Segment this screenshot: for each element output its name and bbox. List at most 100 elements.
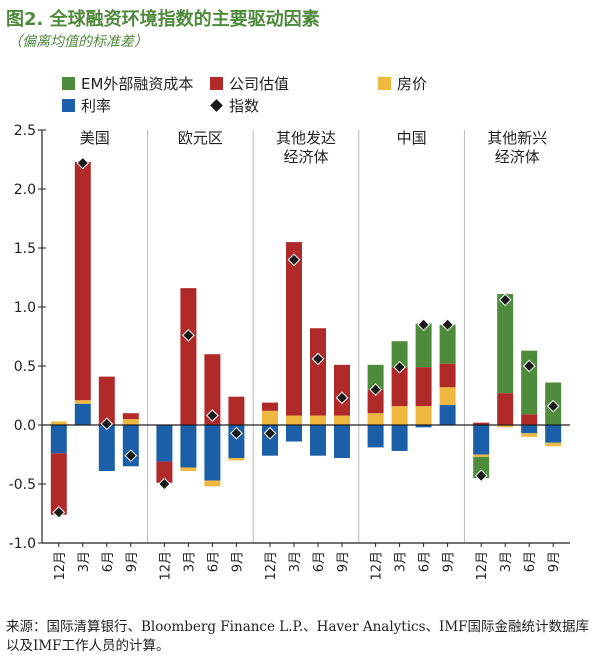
- y-tick-label: -0.5: [9, 477, 36, 493]
- bar-interest: [415, 425, 432, 428]
- bar-housing: [391, 406, 408, 425]
- x-tick-label: 6月: [206, 551, 221, 572]
- legend-label-housing: 房价: [397, 75, 427, 93]
- legend-swatch-housing: [378, 77, 391, 90]
- index-marker: [158, 477, 171, 491]
- bar-corporate: [521, 414, 538, 425]
- legend-swatch-interest: [62, 99, 75, 112]
- bar-interest: [367, 425, 384, 448]
- y-tick-label: 0.5: [14, 359, 36, 375]
- legend-swatch-index: [210, 99, 223, 112]
- x-tick-label: 3月: [288, 551, 303, 572]
- bar-em_external: [391, 341, 408, 368]
- panel-label: 经济体: [495, 148, 540, 166]
- legend-item-interest: 利率: [62, 97, 111, 115]
- bar-interest: [50, 425, 67, 454]
- bar-series: [50, 161, 562, 515]
- x-tick-label: 6月: [418, 551, 433, 572]
- bar-housing: [521, 433, 538, 437]
- bar-interest: [391, 425, 408, 451]
- bar-housing: [50, 421, 67, 425]
- bar-corporate: [122, 413, 139, 420]
- index-marker: [230, 426, 243, 440]
- index-marker: [124, 449, 138, 463]
- x-tick-label: 3月: [394, 551, 409, 572]
- bar-housing: [439, 387, 456, 405]
- y-tick-label: -1.0: [9, 536, 36, 552]
- panel-label: 中国: [397, 129, 427, 147]
- index-marker: [546, 399, 560, 413]
- bar-housing: [415, 406, 432, 425]
- y-tick-label: 0.0: [14, 418, 36, 434]
- bar-interest: [334, 425, 350, 459]
- bar-interest: [74, 403, 91, 425]
- x-tick-label: 9月: [125, 551, 140, 572]
- bar-interest: [156, 425, 173, 462]
- legend-label-em_external: EM外部融资成本: [81, 75, 193, 93]
- x-tick-label: 6月: [101, 551, 116, 572]
- index-marker: [474, 469, 488, 483]
- bar-interest: [521, 425, 538, 434]
- bar-corporate: [286, 242, 302, 416]
- index-marker: [335, 391, 349, 405]
- bar-corporate: [180, 288, 197, 425]
- bar-em_external: [367, 364, 384, 390]
- index-marker: [417, 318, 430, 332]
- x-tick-label: 6月: [312, 551, 327, 572]
- bar-corporate: [228, 396, 245, 425]
- bar-corporate: [50, 453, 67, 515]
- x-tick-label: 6月: [523, 551, 538, 572]
- bar-interest: [473, 425, 490, 455]
- legend-item-housing: 房价: [378, 75, 427, 93]
- x-tick-label: 3月: [182, 551, 197, 572]
- bar-housing: [497, 425, 514, 428]
- bar-housing: [180, 467, 197, 472]
- bar-housing: [228, 458, 245, 461]
- bar-interest: [286, 425, 302, 442]
- panel-label: 其他发达: [276, 129, 336, 147]
- bar-corporate: [334, 364, 350, 416]
- bar-corporate: [497, 393, 514, 425]
- bar-housing: [286, 415, 302, 425]
- bar-corporate: [473, 422, 490, 425]
- x-tick-label: 3月: [77, 551, 92, 572]
- legend-label-interest: 利率: [81, 97, 111, 115]
- bar-housing: [367, 413, 384, 425]
- index-markers: [52, 156, 560, 519]
- legend-item-corporate: 公司估值: [210, 75, 289, 93]
- bar-corporate: [367, 389, 384, 414]
- y-axis: -1.0 -0.5 0.0 0.5 1.0 1.5 2.0 2.5: [9, 123, 570, 552]
- bar-interest: [439, 404, 456, 425]
- bar-corporate: [74, 161, 91, 401]
- index-marker: [441, 318, 454, 332]
- bar-housing: [310, 415, 326, 425]
- legend-swatch-em_external: [62, 77, 75, 90]
- x-tick-label: 12月: [370, 551, 385, 581]
- y-tick-label: 1.0: [14, 300, 36, 316]
- bar-corporate: [310, 328, 326, 416]
- panel-label: 美国: [80, 129, 110, 147]
- index-marker: [76, 156, 90, 170]
- x-tick-label: 9月: [547, 551, 562, 572]
- bar-corporate: [439, 363, 456, 388]
- index-marker: [206, 409, 219, 422]
- bar-housing: [545, 442, 562, 447]
- x-tick-label: 12月: [264, 551, 279, 581]
- index-marker: [100, 417, 114, 431]
- bar-housing: [473, 454, 490, 457]
- source-note: 来源：国际清算银行、Bloomberg Finance L.P.、Haver A…: [6, 619, 590, 654]
- bar-housing: [74, 400, 91, 404]
- x-tick-label: 3月: [499, 551, 514, 572]
- x-axis: 12月 3月 6月 9月 12月 3月 6月 9月 12月 3月 6月 9月 12月 3月 6月 9月 12月 3…: [53, 543, 562, 581]
- y-tick-label: 1.5: [14, 241, 36, 257]
- bar-em_external: [497, 294, 514, 394]
- panel-label: 其他新兴: [487, 129, 547, 147]
- bar-interest: [180, 425, 197, 468]
- bar-housing: [334, 415, 350, 425]
- panel-label: 经济体: [283, 148, 328, 166]
- bar-em_external: [415, 323, 432, 368]
- bar-corporate: [415, 367, 432, 407]
- bar-interest: [310, 425, 326, 456]
